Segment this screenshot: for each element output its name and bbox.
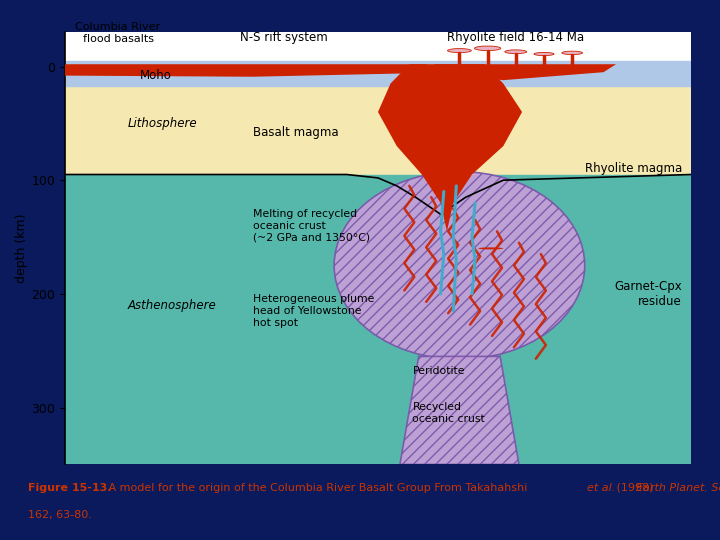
Text: Melting of recycled
oceanic crust
(~2 GPa and 1350°C): Melting of recycled oceanic crust (~2 GP… xyxy=(253,209,370,242)
Ellipse shape xyxy=(562,51,582,55)
Ellipse shape xyxy=(334,172,585,359)
Text: A model for the origin of the Columbia River Basalt Group From Takahahshi: A model for the origin of the Columbia R… xyxy=(105,483,527,493)
Polygon shape xyxy=(434,64,616,80)
Ellipse shape xyxy=(474,46,501,51)
Text: (1998): (1998) xyxy=(613,483,657,493)
Text: Heterogeneous plume
head of Yellowstone
hot spot: Heterogeneous plume head of Yellowstone … xyxy=(253,294,374,328)
Y-axis label: depth (km): depth (km) xyxy=(15,214,28,283)
Text: Garnet-Cpx
residue: Garnet-Cpx residue xyxy=(614,280,682,308)
Text: Figure 15-13.: Figure 15-13. xyxy=(28,483,112,493)
Ellipse shape xyxy=(505,50,527,53)
Ellipse shape xyxy=(448,49,472,52)
Ellipse shape xyxy=(534,52,554,56)
Text: Basalt magma: Basalt magma xyxy=(253,126,338,139)
Text: et al.: et al. xyxy=(587,483,615,493)
Text: Recycled
oceanic crust: Recycled oceanic crust xyxy=(413,402,485,424)
Polygon shape xyxy=(65,64,428,77)
Bar xyxy=(65,61,691,86)
Text: Earth Planet. Sci. Lett.: Earth Planet. Sci. Lett. xyxy=(636,483,720,493)
Text: N-S rift system: N-S rift system xyxy=(240,31,328,44)
Text: 162, 63-80.: 162, 63-80. xyxy=(28,510,92,520)
Text: Rhyolite field 16-14 Ma: Rhyolite field 16-14 Ma xyxy=(447,31,585,44)
Bar xyxy=(65,66,691,174)
Text: Peridotite: Peridotite xyxy=(413,366,465,376)
Bar xyxy=(65,174,691,470)
Text: Asthenosphere: Asthenosphere xyxy=(127,299,216,312)
Text: Columbia River
flood basalts: Columbia River flood basalts xyxy=(76,22,161,44)
Text: Rhyolite magma: Rhyolite magma xyxy=(585,163,682,176)
Text: Lithosphere: Lithosphere xyxy=(127,117,197,130)
Polygon shape xyxy=(400,356,519,464)
Ellipse shape xyxy=(478,247,503,249)
Polygon shape xyxy=(378,64,522,231)
Text: Moho: Moho xyxy=(140,69,172,82)
